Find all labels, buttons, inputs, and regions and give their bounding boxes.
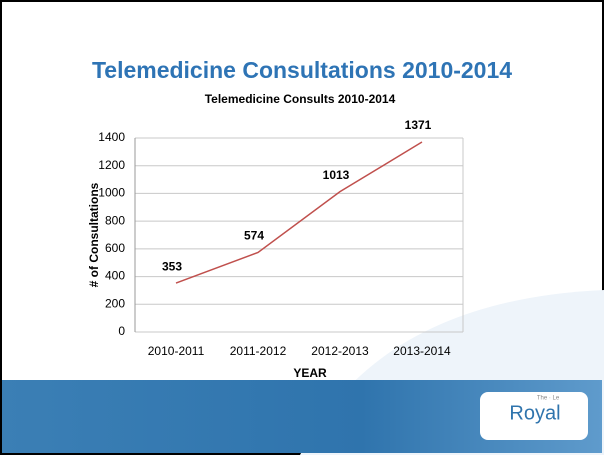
data-label: 1013 (323, 168, 350, 182)
data-label: 1371 (405, 118, 432, 132)
x-tick-label: 2013-2014 (393, 344, 451, 358)
y-tick-label: 800 (105, 213, 125, 227)
x-tick-label: 2010-2011 (148, 344, 205, 358)
logo-box (480, 392, 588, 440)
y-axis-label: # of Consultations (87, 182, 101, 287)
logo: Royal (509, 402, 560, 424)
y-tick-label: 600 (105, 241, 125, 255)
y-tick-label: 1000 (98, 186, 125, 200)
y-tick-label: 1200 (98, 158, 125, 172)
x-axis-label: YEAR (293, 366, 327, 380)
line-series (175, 141, 423, 284)
x-tick-label: 2012-2013 (311, 344, 369, 358)
y-tick-label: 1400 (98, 130, 125, 144)
chart-title: Telemedicine Consults 2010-2014 (205, 92, 396, 106)
data-label: 574 (244, 229, 264, 243)
y-tick-label: 400 (105, 269, 125, 283)
y-tick-label: 0 (118, 324, 125, 338)
logo-small: The · Le (537, 396, 560, 402)
x-tick-label: 2011-2012 (230, 344, 287, 358)
y-tick-label: 200 (105, 296, 125, 310)
data-label: 353 (162, 259, 182, 273)
slide-title: Telemedicine Consultations 2010-2014 (92, 57, 512, 83)
